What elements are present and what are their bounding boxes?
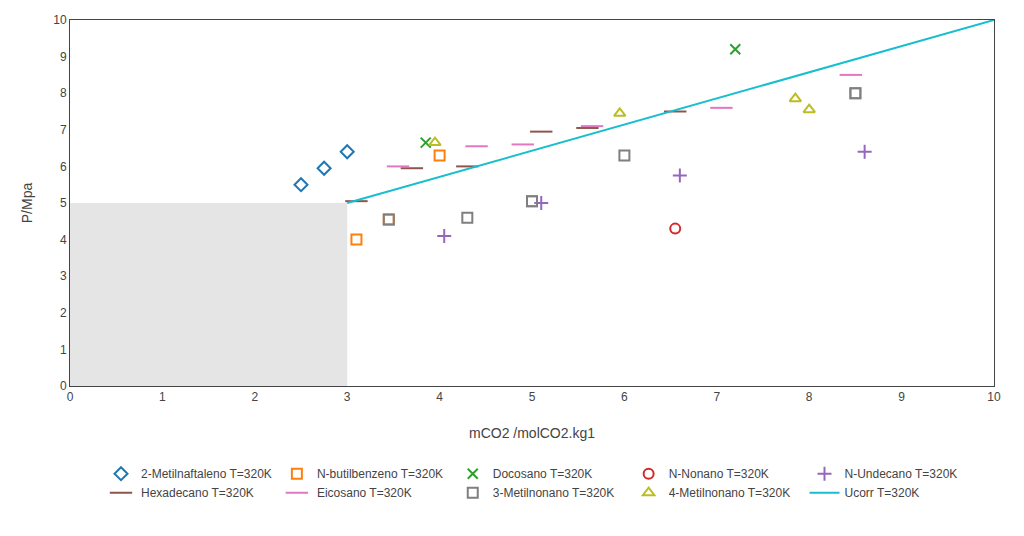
svg-text:4: 4 xyxy=(60,233,67,247)
svg-text:10: 10 xyxy=(987,390,1001,404)
svg-text:7: 7 xyxy=(713,390,720,404)
svg-text:9: 9 xyxy=(898,390,905,404)
svg-text:N-Undecano T=320K: N-Undecano T=320K xyxy=(845,467,958,481)
svg-text:mCO2 /molCO2.kg1: mCO2 /molCO2.kg1 xyxy=(469,425,595,441)
svg-text:N-butilbenzeno T=320K: N-butilbenzeno T=320K xyxy=(317,467,443,481)
svg-text:Hexadecano T=320K: Hexadecano T=320K xyxy=(141,486,254,500)
svg-text:4: 4 xyxy=(436,390,443,404)
svg-text:7: 7 xyxy=(60,123,67,137)
svg-text:8: 8 xyxy=(806,390,813,404)
svg-text:1: 1 xyxy=(159,390,166,404)
svg-text:2: 2 xyxy=(60,306,67,320)
svg-text:Eicosano T=320K: Eicosano T=320K xyxy=(317,486,412,500)
svg-text:6: 6 xyxy=(60,160,67,174)
svg-text:10: 10 xyxy=(53,13,67,27)
svg-text:8: 8 xyxy=(60,86,67,100)
svg-text:Ucorr T=320K: Ucorr T=320K xyxy=(845,486,920,500)
svg-text:6: 6 xyxy=(621,390,628,404)
svg-text:3-Metilnonano T=320K: 3-Metilnonano T=320K xyxy=(493,486,615,500)
svg-text:2: 2 xyxy=(251,390,258,404)
svg-text:0: 0 xyxy=(60,379,67,393)
svg-text:Docosano T=320K: Docosano T=320K xyxy=(493,467,593,481)
svg-text:N-Nonano T=320K: N-Nonano T=320K xyxy=(669,467,769,481)
svg-text:5: 5 xyxy=(529,390,536,404)
svg-text:0: 0 xyxy=(67,390,74,404)
svg-text:3: 3 xyxy=(344,390,351,404)
svg-text:1: 1 xyxy=(60,343,67,357)
svg-text:4-Metilnonano T=320K: 4-Metilnonano T=320K xyxy=(669,486,791,500)
svg-text:2-Metilnaftaleno T=320K: 2-Metilnaftaleno T=320K xyxy=(141,467,272,481)
svg-text:5: 5 xyxy=(60,196,67,210)
svg-text:P/Mpa: P/Mpa xyxy=(19,183,35,224)
svg-text:3: 3 xyxy=(60,269,67,283)
svg-text:9: 9 xyxy=(60,50,67,64)
